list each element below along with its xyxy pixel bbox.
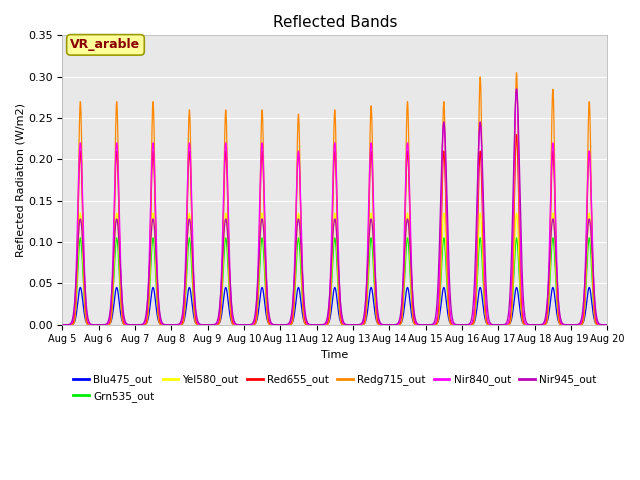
X-axis label: Time: Time	[321, 350, 348, 360]
Y-axis label: Reflected Radiation (W/m2): Reflected Radiation (W/m2)	[15, 103, 25, 257]
Title: Reflected Bands: Reflected Bands	[273, 15, 397, 30]
Legend: Blu475_out, Grn535_out, Yel580_out, Red655_out, Redg715_out, Nir840_out, Nir945_: Blu475_out, Grn535_out, Yel580_out, Red6…	[69, 371, 600, 406]
Text: VR_arable: VR_arable	[70, 38, 141, 51]
